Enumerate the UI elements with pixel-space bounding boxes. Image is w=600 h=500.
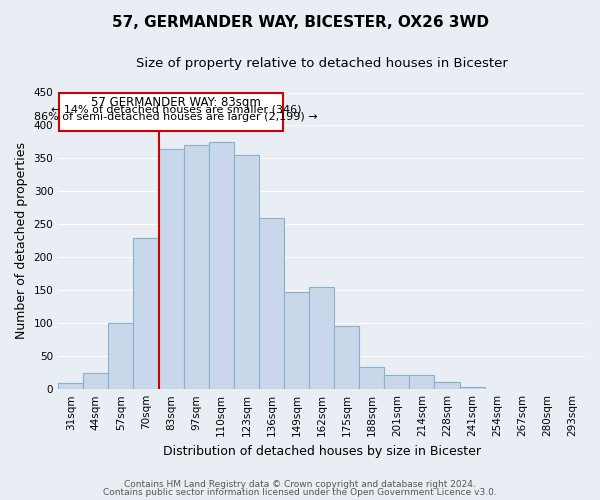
Bar	[83, 372, 109, 389]
Bar	[259, 218, 284, 389]
Bar	[385, 374, 409, 389]
Bar	[510, 388, 535, 389]
Bar	[359, 367, 385, 389]
Text: 86% of semi-detached houses are larger (2,199) →: 86% of semi-detached houses are larger (…	[34, 112, 318, 122]
Text: 57, GERMANDER WAY, BICESTER, OX26 3WD: 57, GERMANDER WAY, BICESTER, OX26 3WD	[112, 15, 488, 30]
Text: Contains public sector information licensed under the Open Government Licence v3: Contains public sector information licen…	[103, 488, 497, 497]
Bar	[158, 148, 184, 389]
Title: Size of property relative to detached houses in Bicester: Size of property relative to detached ho…	[136, 58, 508, 70]
Bar	[284, 292, 309, 389]
X-axis label: Distribution of detached houses by size in Bicester: Distribution of detached houses by size …	[163, 444, 481, 458]
Bar	[560, 388, 585, 389]
Bar	[184, 145, 209, 389]
Bar	[434, 382, 460, 389]
Bar	[409, 374, 434, 389]
Bar	[58, 382, 83, 389]
Bar	[309, 287, 334, 389]
Text: ← 14% of detached houses are smaller (346): ← 14% of detached houses are smaller (34…	[51, 104, 301, 115]
FancyBboxPatch shape	[59, 93, 283, 132]
Bar	[109, 324, 133, 389]
Bar	[209, 142, 234, 389]
Text: Contains HM Land Registry data © Crown copyright and database right 2024.: Contains HM Land Registry data © Crown c…	[124, 480, 476, 489]
Bar	[234, 155, 259, 389]
Y-axis label: Number of detached properties: Number of detached properties	[15, 142, 28, 340]
Bar	[334, 326, 359, 389]
Bar	[133, 238, 158, 389]
Bar	[460, 386, 485, 389]
Bar	[535, 388, 560, 389]
Text: 57 GERMANDER WAY: 83sqm: 57 GERMANDER WAY: 83sqm	[91, 96, 261, 110]
Bar	[485, 388, 510, 389]
